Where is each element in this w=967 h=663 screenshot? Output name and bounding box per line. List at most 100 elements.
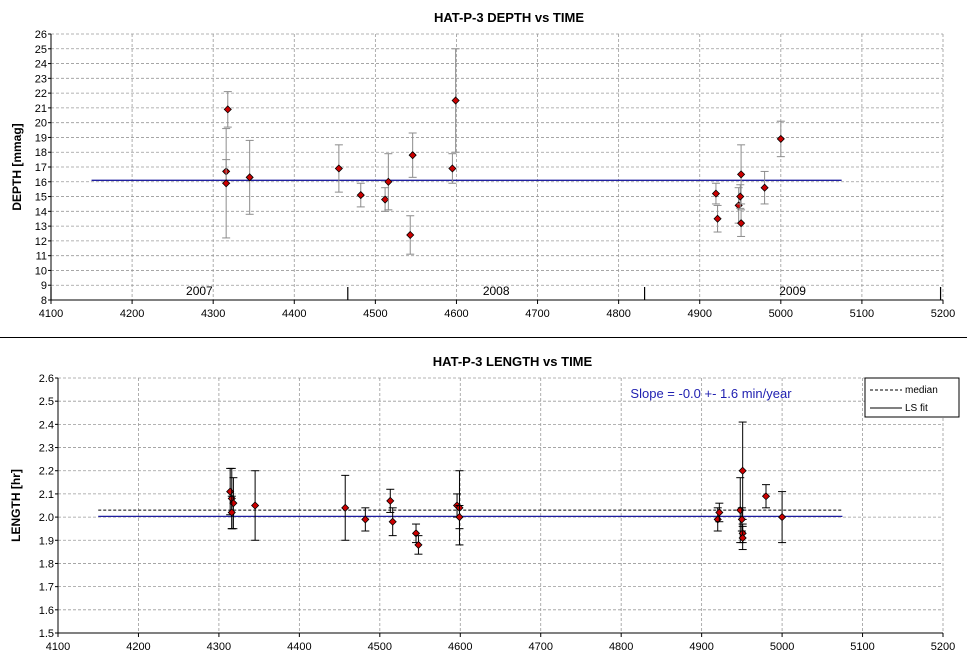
x-tick-label: 4500 bbox=[363, 308, 387, 320]
x-tick-label: 4600 bbox=[444, 308, 468, 320]
y-tick-label: 26 bbox=[35, 29, 47, 41]
y-tick-label: 22 bbox=[35, 88, 47, 100]
data-point bbox=[713, 214, 722, 223]
plot-area bbox=[58, 378, 943, 633]
y-tick-label: 1.9 bbox=[39, 535, 54, 547]
x-tick-label: 4700 bbox=[525, 308, 549, 320]
x-tick-label: 4600 bbox=[448, 641, 472, 653]
data-point bbox=[451, 96, 460, 105]
y-tick-label: 2.0 bbox=[39, 512, 54, 524]
data-point bbox=[411, 529, 421, 538]
y-tick-label: 1.5 bbox=[39, 628, 54, 640]
y-tick-label: 14 bbox=[35, 206, 47, 218]
data-point bbox=[455, 513, 464, 522]
x-tick-label: 4100 bbox=[39, 308, 63, 320]
data-point bbox=[408, 151, 417, 160]
x-tick-label: 5100 bbox=[850, 308, 874, 320]
x-tick-label: 5000 bbox=[770, 641, 794, 653]
y-tick-label: 2.2 bbox=[39, 466, 54, 478]
x-tick-label: 5100 bbox=[850, 641, 874, 653]
x-tick-label: 4200 bbox=[120, 308, 144, 320]
y-tick-label: 2.5 bbox=[39, 396, 54, 408]
y-tick-label: 17 bbox=[35, 162, 47, 174]
data-point bbox=[388, 517, 397, 526]
x-tick-label: 4200 bbox=[126, 641, 150, 653]
data-point bbox=[381, 195, 390, 204]
x-tick-label: 4400 bbox=[282, 308, 306, 320]
y-axis-label: LENGTH [hr] bbox=[9, 469, 23, 542]
y-tick-label: 2.3 bbox=[39, 443, 54, 455]
y-tick-label: 2.1 bbox=[39, 489, 54, 501]
y-tick-label: 20 bbox=[35, 118, 47, 130]
legend-median-label: median bbox=[905, 385, 938, 396]
y-tick-label: 11 bbox=[36, 251, 47, 263]
year-label: 2008 bbox=[483, 284, 510, 298]
y-tick-label: 15 bbox=[35, 192, 47, 204]
data-point bbox=[738, 466, 747, 475]
year-label: 2007 bbox=[186, 284, 213, 298]
data-point bbox=[251, 501, 260, 510]
legend: median LS fit bbox=[864, 377, 960, 418]
y-tick-label: 13 bbox=[35, 221, 47, 233]
data-point bbox=[341, 503, 350, 512]
data-point bbox=[778, 513, 787, 522]
x-tick-label: 5000 bbox=[769, 308, 793, 320]
data-point bbox=[737, 515, 746, 524]
x-tick-label: 4500 bbox=[368, 641, 392, 653]
y-tick-label: 2.6 bbox=[39, 373, 54, 385]
y-tick-label: 1.7 bbox=[39, 582, 54, 594]
x-tick-label: 4900 bbox=[689, 641, 713, 653]
x-tick-label: 4300 bbox=[207, 641, 231, 653]
data-point bbox=[406, 230, 415, 240]
x-tick-label: 4800 bbox=[606, 308, 630, 320]
data-point bbox=[737, 219, 746, 228]
depth-chart: HAT-P-3 DEPTH vs TIME 8 9 10 11 12 13 14 15 16 17 1… bbox=[10, 10, 955, 320]
y-tick-label: 8 bbox=[41, 295, 47, 307]
data-point bbox=[711, 189, 721, 198]
data-point bbox=[414, 540, 423, 549]
y-tick-label: 25 bbox=[35, 44, 47, 56]
legend-box bbox=[864, 377, 960, 418]
y-tick-label: 18 bbox=[35, 147, 47, 159]
y-tick-label: 16 bbox=[35, 177, 47, 189]
data-point bbox=[737, 170, 746, 179]
data-point bbox=[776, 134, 785, 143]
y-axis-label: DEPTH [mmag] bbox=[10, 123, 24, 210]
legend-fit-label: LS fit bbox=[905, 403, 928, 414]
y-tick-label: 2.4 bbox=[39, 419, 54, 431]
data-point bbox=[223, 105, 232, 114]
data-point bbox=[384, 177, 393, 186]
data-point bbox=[715, 508, 724, 517]
data-point bbox=[448, 164, 457, 173]
data-point bbox=[334, 164, 343, 173]
y-tick-label: 21 bbox=[35, 103, 47, 115]
data-point bbox=[760, 183, 769, 192]
y-tick-label: 9 bbox=[41, 280, 47, 292]
x-tick-label: 5200 bbox=[931, 308, 955, 320]
chart-title: HAT-P-3 DEPTH vs TIME bbox=[434, 10, 584, 25]
y-tick-label: 23 bbox=[35, 73, 47, 85]
data-point bbox=[386, 496, 395, 505]
data-point bbox=[227, 508, 236, 517]
data-point bbox=[738, 533, 747, 543]
length-chart: HAT-P-3 LENGTH vs TIME 1.5 1.6 1.7 1.8 1.9 2.0… bbox=[9, 354, 960, 653]
slope-annotation: Slope = -0.0 +- 1.6 min/year bbox=[630, 386, 792, 401]
x-tick-label: 4800 bbox=[609, 641, 633, 653]
data-point bbox=[736, 192, 745, 201]
data-point bbox=[356, 191, 365, 200]
y-tick-label: 24 bbox=[35, 59, 47, 71]
y-tick-label: 1.8 bbox=[39, 558, 54, 570]
y-tick-label: 19 bbox=[35, 132, 47, 144]
x-tick-label: 4700 bbox=[528, 641, 552, 653]
x-tick-label: 5200 bbox=[931, 641, 955, 653]
chart-title: HAT-P-3 LENGTH vs TIME bbox=[433, 354, 593, 369]
data-point bbox=[361, 515, 370, 524]
y-tick-label: 10 bbox=[35, 265, 47, 277]
y-tick-label: 12 bbox=[35, 236, 47, 248]
x-tick-label: 4300 bbox=[201, 308, 225, 320]
x-tick-label: 4400 bbox=[287, 641, 311, 653]
data-point bbox=[245, 173, 254, 182]
x-tick-label: 4900 bbox=[687, 308, 711, 320]
year-label: 2009 bbox=[779, 284, 806, 298]
